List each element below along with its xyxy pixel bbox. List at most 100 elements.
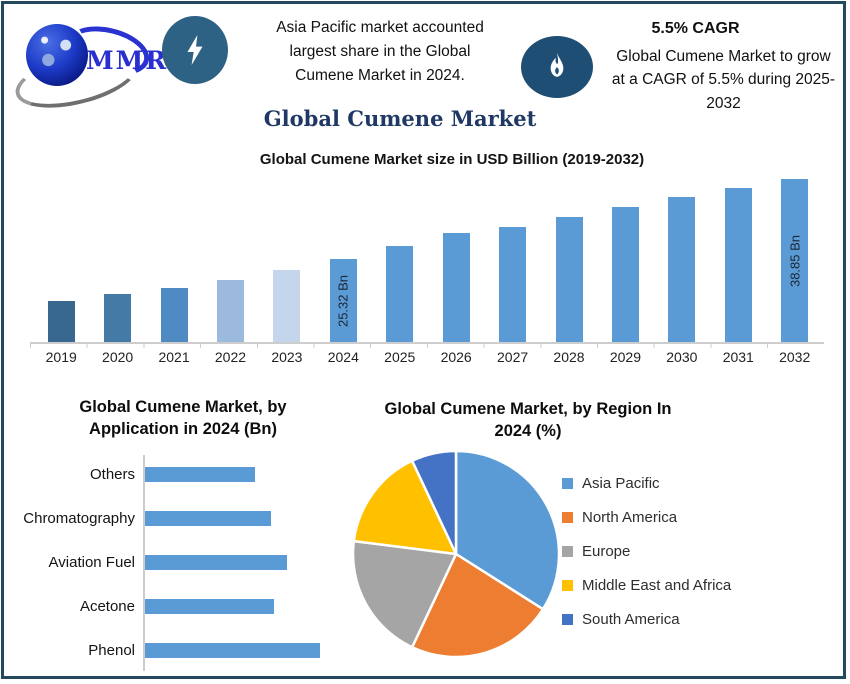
x-label-2031: 2031 [722,349,754,365]
bar-slot-2032: 38.85 Bn [766,179,822,342]
market-size-x-axis [30,342,824,348]
legend-item: North America [562,507,731,528]
bar-slot-2019 [33,179,89,342]
legend-item: Middle East and Africa [562,575,731,596]
cagr-description: Global Cumene Market to grow at a CAGR o… [611,48,836,112]
bar-slot-2024: 25.32 Bn [315,179,371,342]
application-bar [144,643,320,659]
bar-2029 [611,207,639,342]
bar-2019 [47,301,75,342]
legend-label: Middle East and Africa [582,577,732,594]
lightning-badge [162,16,228,84]
page-title: Global Cumene Market [263,106,537,131]
bar-slot-2022 [202,179,258,342]
application-row: Aviation Fuel [22,541,344,585]
cagr-headline: 5.5% CAGR [651,20,740,37]
bar-slot-2027 [484,179,540,342]
market-size-chart-title: Global Cumene Market size in USD Billion… [259,151,645,168]
bar-data-label-2032: 38.85 Bn [787,234,803,287]
legend-label: Asia Pacific [582,475,660,492]
brand-name: MMR [86,46,169,75]
bar-slot-2021 [146,179,202,342]
application-row: Acetone [22,585,344,629]
x-label-2020: 2020 [102,349,134,365]
legend-color-chip [562,478,573,489]
application-row: Others [22,453,344,497]
application-row: Phenol [22,629,344,673]
bar-2022 [216,280,244,342]
bar-2021 [160,288,188,342]
region-legend: Asia Pacific North America Europe Middle Ea… [562,473,731,643]
bar-slot-2030 [654,179,710,342]
bar-2032: 38.85 Bn [781,179,809,342]
application-chart-title: Global Cumene Market, by Application in … [79,398,287,439]
bar-2020 [104,294,132,342]
pie-slice-europe [351,539,458,649]
flame-badge [521,36,593,98]
bar-2026 [442,233,470,342]
bar-2023 [273,270,301,342]
bar-slot-2025 [372,179,428,342]
application-row: Chromatography [22,497,344,541]
legend-color-chip [562,512,573,523]
x-label-2029: 2029 [609,349,641,365]
application-bar [144,599,274,615]
x-label-2027: 2027 [497,349,529,365]
x-label-2019: 2019 [45,349,77,365]
bar-slot-2026 [428,179,484,342]
legend-label: North America [582,509,678,526]
application-label: Acetone [79,598,135,616]
mmr-logo: MMR [9,18,174,119]
bar-2030 [668,197,696,342]
legend-label: Europe [582,543,631,560]
legend-color-chip [562,580,573,591]
bar-data-label-2024: 25.32 Bn [335,274,351,327]
x-label-2032: 2032 [779,349,811,365]
globe-icon [26,24,88,86]
bar-slot-2028 [541,179,597,342]
application-chart-rows: Others Chromatography Aviation Fuel Acetone… [22,453,344,673]
application-label: Aviation Fuel [48,554,135,572]
application-label: Phenol [88,642,135,660]
region-chart-title: Global Cumene Market, by Region In 2024 … [384,400,672,441]
cagr-block: 5.5% CAGR Global Cumene Market to grow a… [601,20,846,115]
region-chart: Global Cumene Market, by Region In 2024 … [350,398,836,668]
bar-2031 [724,188,752,342]
application-label: Chromatography [23,510,135,528]
legend-label: South America [582,611,680,628]
market-size-chart: 25.32 Bn 38.85 Bn [33,179,823,342]
lightning-bolt-icon [187,35,203,65]
pie-slice-middle-east-and-africa [352,459,458,556]
legend-color-chip [562,546,573,557]
pie-slice-south-america [410,449,458,556]
application-chart-y-axis [143,454,145,671]
x-label-2022: 2022 [214,349,247,365]
flame-icon [550,52,564,77]
bar-slot-2029 [597,179,653,342]
application-bar [144,555,287,571]
x-label-2026: 2026 [440,349,472,365]
legend-item: Europe [562,541,731,562]
bar-slot-2023 [259,179,315,342]
bar-2028 [555,217,583,342]
x-label-2024: 2024 [327,349,359,365]
legend-item: South America [562,609,731,630]
x-label-2023: 2023 [271,349,303,365]
application-chart: Global Cumene Market, by Application in … [22,390,344,673]
x-label-2030: 2030 [666,349,698,365]
application-bar [144,511,271,527]
x-label-2021: 2021 [158,349,190,365]
application-label: Others [89,466,135,484]
bar-2027 [499,227,527,342]
header-statement: Asia Pacific market accounted largest sh… [276,19,484,85]
x-label-2028: 2028 [553,349,585,365]
region-pie [351,449,561,659]
market-size-x-labels: 2019 2020 2021 2022 2023 2024 2025 2026 2027 2028… [33,349,823,365]
bar-2025 [386,246,414,342]
legend-item: Asia Pacific [562,473,731,494]
application-bar [144,467,255,483]
bar-slot-2031 [710,179,766,342]
legend-color-chip [562,614,573,625]
bar-2024: 25.32 Bn [329,259,357,342]
